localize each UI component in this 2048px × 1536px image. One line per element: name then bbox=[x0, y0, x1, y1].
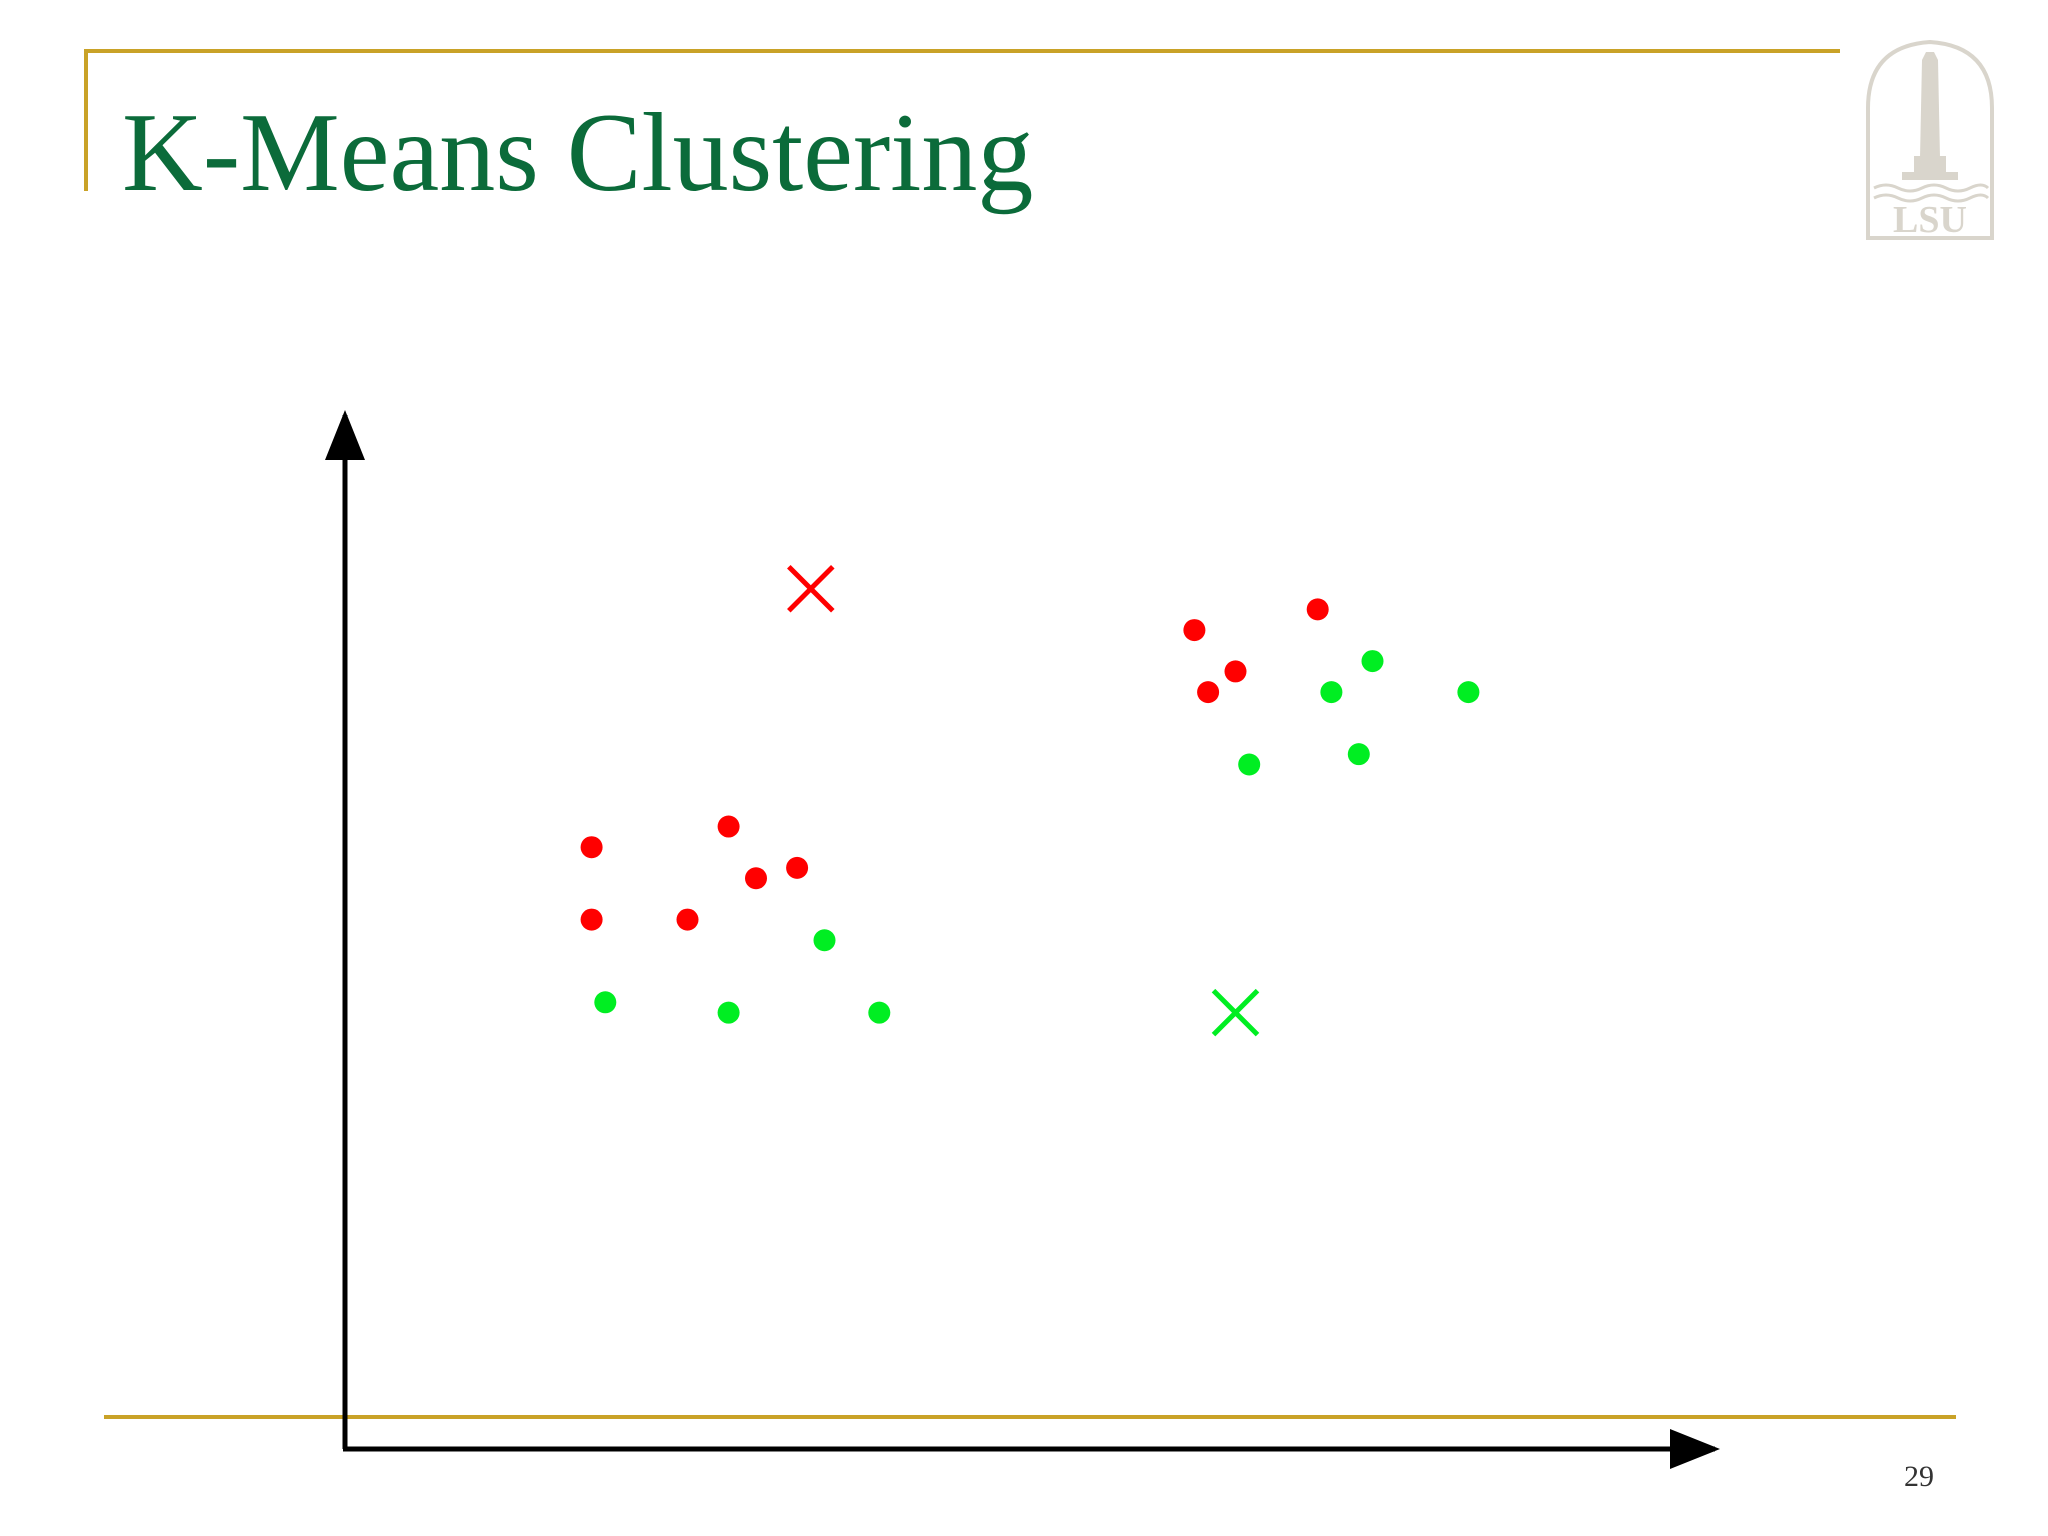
data-point bbox=[1320, 681, 1343, 704]
data-point bbox=[580, 836, 603, 859]
centroid-stroke bbox=[787, 564, 835, 613]
data-point bbox=[868, 1001, 891, 1024]
data-point bbox=[580, 908, 603, 931]
centroid-marker bbox=[1211, 988, 1260, 1037]
chart-marks bbox=[580, 564, 1480, 1037]
data-point bbox=[1457, 681, 1480, 704]
logo-text: LSU bbox=[1893, 199, 1967, 241]
data-point bbox=[745, 867, 767, 890]
data-point bbox=[1306, 598, 1329, 621]
data-point bbox=[786, 856, 809, 879]
data-point bbox=[717, 1001, 740, 1024]
data-point bbox=[1238, 753, 1261, 776]
data-point bbox=[1224, 660, 1247, 683]
slide-left-rule bbox=[84, 49, 88, 191]
bottom-rule bbox=[104, 1415, 1956, 1419]
lsu-logo: LSU bbox=[1866, 39, 1994, 241]
centroid-marker bbox=[787, 564, 835, 613]
data-point bbox=[1183, 619, 1206, 642]
slide-top-rule bbox=[84, 49, 1840, 53]
data-point bbox=[1197, 681, 1220, 704]
slide-title: K-Means Clustering bbox=[122, 91, 1034, 215]
centroid-stroke bbox=[1211, 988, 1260, 1037]
data-point bbox=[717, 815, 740, 838]
data-point bbox=[676, 908, 699, 931]
data-point bbox=[1361, 650, 1384, 673]
slide-number: 29 bbox=[1904, 1460, 1934, 1493]
data-point bbox=[813, 929, 836, 952]
data-point bbox=[1347, 743, 1370, 766]
data-point bbox=[594, 991, 617, 1014]
